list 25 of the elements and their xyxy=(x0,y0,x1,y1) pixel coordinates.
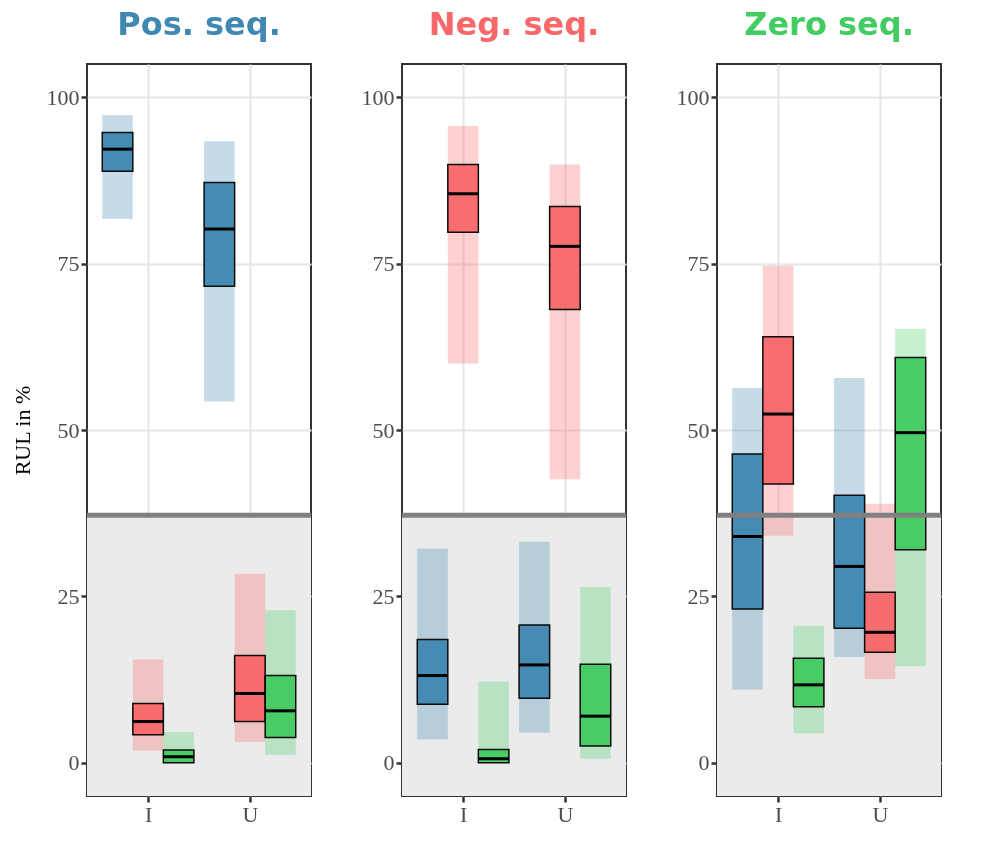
x-tick-label: U xyxy=(557,801,574,827)
chart-title: Zero seq. xyxy=(744,5,914,43)
y-tick-label: 50 xyxy=(372,417,395,443)
y-tick-label: 100 xyxy=(361,84,395,110)
x-tick-label: U xyxy=(872,801,889,827)
y-axis-title: RUL in % xyxy=(9,385,35,476)
y-tick-label: 25 xyxy=(372,583,395,609)
y-tick-label: 50 xyxy=(57,417,80,443)
y-tick-label: 100 xyxy=(46,84,80,110)
y-tick-label: 75 xyxy=(57,251,80,277)
chart-title: Pos. seq. xyxy=(117,5,281,43)
y-tick-label: 75 xyxy=(372,251,395,277)
x-tick-label: U xyxy=(242,801,259,827)
y-tick-label: 25 xyxy=(57,583,80,609)
x-tick-label: I xyxy=(459,801,468,827)
y-tick-label: 0 xyxy=(68,750,80,776)
y-tick-label: 100 xyxy=(676,84,710,110)
x-tick-label: I xyxy=(774,801,783,827)
y-tick-label: 50 xyxy=(687,417,710,443)
y-tick-label: 75 xyxy=(687,251,710,277)
y-tick-label: 0 xyxy=(698,750,710,776)
x-tick-label: I xyxy=(144,801,153,827)
y-tick-label: 25 xyxy=(687,583,710,609)
y-tick-label: 0 xyxy=(383,750,395,776)
chart-title: Neg. seq. xyxy=(428,5,600,43)
